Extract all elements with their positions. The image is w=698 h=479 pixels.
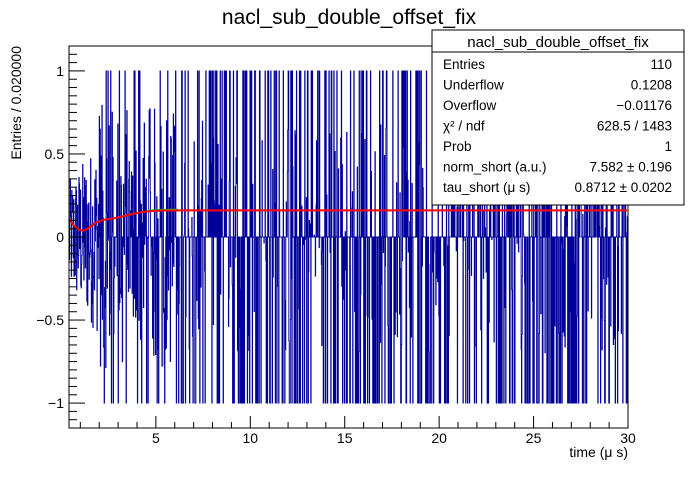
stats-row-value: 7.582 ± 0.196 xyxy=(590,160,672,175)
x-tick-label: 5 xyxy=(152,430,160,446)
y-tick-label: 0.5 xyxy=(45,146,65,162)
fit-curve xyxy=(68,209,628,232)
chart-title: nacl_sub_double_offset_fix xyxy=(222,6,477,29)
y-axis-label: Entries / 0.020000 xyxy=(8,46,24,160)
stats-row-value: 628.5 / 1483 xyxy=(597,119,672,134)
stats-row-label: tau_short (μ s) xyxy=(443,180,530,195)
y-tick-label: 1 xyxy=(56,63,64,79)
x-tick-label: 25 xyxy=(526,430,542,446)
histogram-line xyxy=(68,70,629,404)
x-tick-label: 10 xyxy=(243,430,259,446)
x-axis-label: time (μ s) xyxy=(569,444,628,460)
x-axis: 5 10 15 20 25 30 xyxy=(79,416,636,446)
stats-row-value: 110 xyxy=(650,57,672,72)
fit-curves xyxy=(68,208,628,232)
stats-rows: Entries 110 Underflow 0.1208 Overflow −0.0117… xyxy=(443,57,672,195)
stats-row-label: Overflow xyxy=(443,98,497,113)
histogram-bins xyxy=(68,70,629,404)
stats-box-frame xyxy=(431,29,685,206)
stats-row-label: χ² / ndf xyxy=(443,119,485,134)
x-tick-label: 15 xyxy=(337,430,353,446)
stats-box-title: nacl_sub_double_offset_fix xyxy=(467,34,649,51)
y-tick-label: 0 xyxy=(56,229,64,245)
x-tick-label: 30 xyxy=(620,430,636,446)
x-tick-label: 20 xyxy=(431,430,447,446)
stats-row-label: Prob xyxy=(443,139,472,154)
stats-row-label: Entries xyxy=(443,57,485,72)
stats-row-value: 0.1208 xyxy=(631,78,672,93)
y-axis: −1 −0.5 0 0.5 1 xyxy=(36,53,85,421)
y-tick-label: −0.5 xyxy=(36,312,64,328)
stats-row-value: −0.01176 xyxy=(616,98,672,113)
stats-box: nacl_sub_double_offset_fix Entries 110 Und… xyxy=(431,29,685,206)
stats-row-label: Underflow xyxy=(443,78,504,93)
stats-row-label: norm_short (a.u.) xyxy=(443,160,547,175)
stats-row-value: 0.8712 ± 0.0202 xyxy=(575,180,673,195)
stats-row-value: 1 xyxy=(664,139,672,154)
y-tick-label: −1 xyxy=(48,395,64,411)
